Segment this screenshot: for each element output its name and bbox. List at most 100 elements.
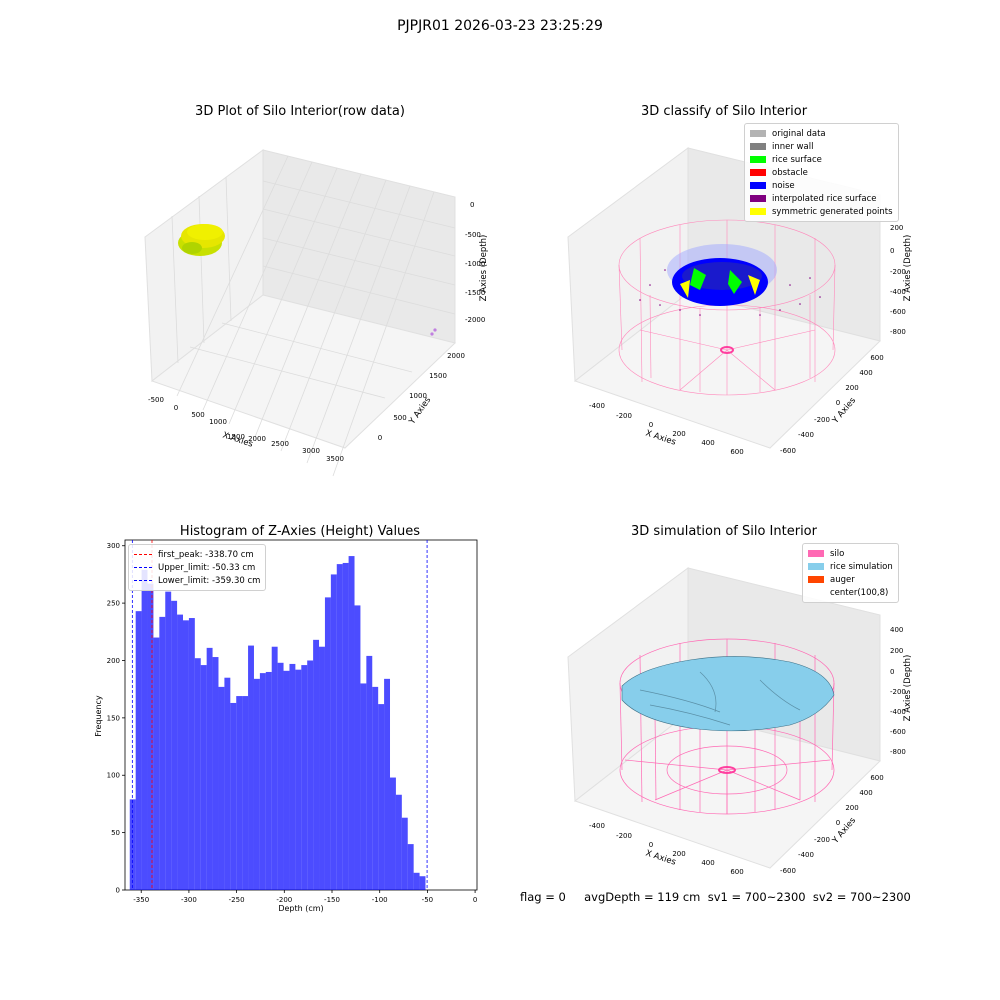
legend-swatch [750,130,766,137]
legend-item: noise [750,179,893,192]
histogram-bar [324,597,331,890]
classified-rice-points [667,244,777,306]
legend-swatch [750,143,766,150]
legend-item: Lower_limit: -359.30 cm [134,574,260,587]
legend-item: auger [808,573,893,586]
raw-ylabel: Y Axies [407,395,434,427]
legend-swatch [750,156,766,163]
svg-text:-200: -200 [814,416,830,424]
legend-swatch [750,169,766,176]
histogram-bar [135,611,142,890]
histogram-bar [366,655,373,890]
stats-line: flag = 0 avgDepth = 119 cm sv1 = 700~230… [520,890,911,904]
x-tick-label: -300 [181,896,197,904]
raw-ytick: 2000 [447,352,465,360]
svg-text:600: 600 [870,774,883,782]
svg-text:-400: -400 [589,822,605,830]
raw-xtick: 500 [191,411,204,419]
histogram-bar [313,639,320,890]
histogram-bars [129,556,426,890]
raw-ytick: 1000 [409,392,427,400]
x-tick-label: 0 [473,896,477,904]
simulation-plot-title: 3D simulation of Silo Interior [631,524,817,539]
histogram-bar [407,844,414,890]
histogram-bar [307,660,314,890]
histogram-bar [224,677,231,890]
histogram-bar [289,663,296,890]
svg-text:-600: -600 [780,867,796,875]
histogram-bar [390,777,396,890]
raw-3d-panes [144,149,457,477]
histogram-bar [236,696,243,890]
histogram-bar [194,658,201,890]
svg-text:-600: -600 [890,728,906,736]
histogram-bar [295,669,302,890]
legend-item: original data [750,127,893,140]
histogram-bar [182,620,189,890]
svg-text:-200: -200 [814,836,830,844]
raw-ztick: -2000 [465,316,485,324]
histogram-bar [319,646,325,890]
histogram-bar [360,683,367,890]
svg-text:0: 0 [890,668,894,676]
histogram-bar [230,702,237,890]
y-tick-label: 50 [111,829,120,837]
svg-text:400: 400 [701,439,714,447]
histogram-bar [271,646,278,890]
histogram-bar [378,704,385,890]
svg-text:400: 400 [890,626,903,634]
svg-text:-600: -600 [890,308,906,316]
legend-item: silo [808,547,893,560]
histogram-bar [165,591,172,890]
svg-text:600: 600 [730,448,743,456]
svg-text:-200: -200 [616,412,632,420]
legend-swatch [808,563,824,570]
legend-swatch [808,576,824,583]
svg-text:200: 200 [672,850,685,858]
histogram-bar [277,662,284,890]
classify-ylabel: Y Axies [830,395,858,426]
legend-swatch [808,550,824,557]
legend-line [134,567,152,568]
svg-text:0: 0 [649,841,653,849]
legend-swatch [750,182,766,189]
classify-axis-ticks: -400 -200 0 200 400 600 -600 -400 -200 0… [589,224,906,456]
y-tick-label: 200 [107,657,120,665]
histogram-bar [372,686,379,890]
svg-text:-400: -400 [890,708,906,716]
histogram-bar [401,817,408,890]
simulation-zlabel: Z Axies (Depth) [903,655,913,722]
x-tick-label: -100 [372,896,388,904]
simulation-legend: silo rice simulation auger center(100,8) [802,543,899,603]
legend-swatch [808,589,824,596]
raw-xtick: 3000 [302,447,320,455]
svg-text:200: 200 [845,804,858,812]
svg-text:0: 0 [836,819,840,827]
legend-line [134,580,152,581]
histogram-bar [141,569,148,890]
y-tick-label: 250 [107,600,120,608]
histogram-bar [212,657,219,890]
histogram-bar [147,583,154,890]
legend-swatch [750,208,766,215]
raw-ytick: 1500 [429,372,447,380]
legend-item: interpolated rice surface [750,192,893,205]
histogram-title: Histogram of Z-Axies (Height) Values [179,524,421,539]
simulation-ylabel: Y Axies [830,815,858,846]
legend-item: first_peak: -338.70 cm [134,548,260,561]
histogram-bar [330,574,337,890]
figure-title: PJPJR01 2026-03-23 23:25:29 [397,18,603,34]
y-tick-label: 150 [107,714,120,722]
histogram-bar [188,618,195,890]
histogram-bar [200,665,207,890]
raw-ztick: 0 [470,201,474,209]
y-tick-label: 0 [116,887,120,895]
svg-text:600: 600 [730,868,743,876]
svg-text:-200: -200 [616,832,632,840]
svg-text:200: 200 [890,647,903,655]
raw-xtick: 1500 [227,433,245,441]
classify-xlabel: X Axies [644,428,677,447]
histogram-bar [395,794,402,890]
svg-text:-400: -400 [890,288,906,296]
histogram-ylabel: Frequency [94,695,103,737]
